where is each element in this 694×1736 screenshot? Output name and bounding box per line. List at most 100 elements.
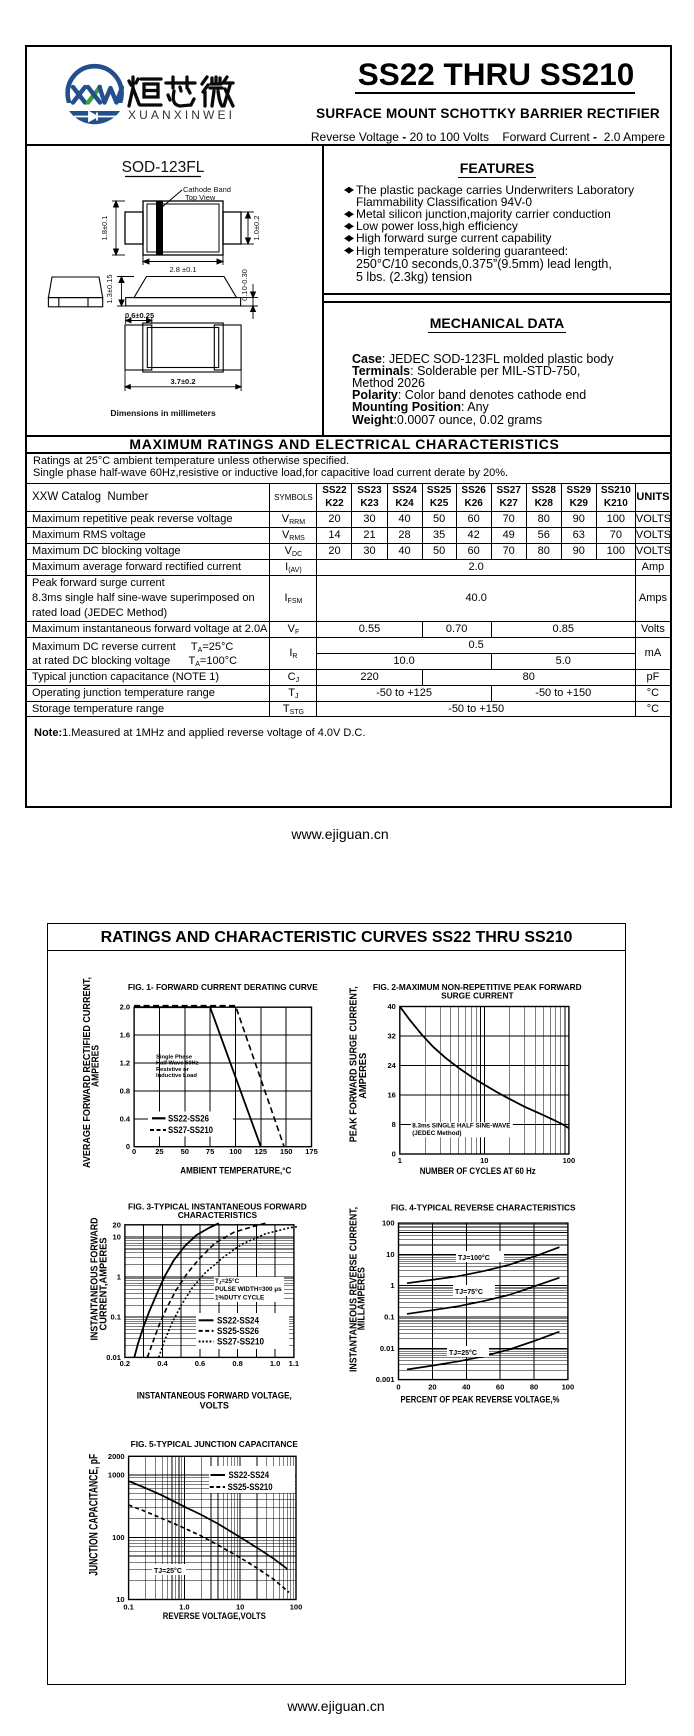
svg-text:150: 150 bbox=[280, 1147, 293, 1156]
svg-text:TJ=25°C: TJ=25°C bbox=[449, 1349, 477, 1357]
svg-text:1%DUTY CYCLE: 1%DUTY CYCLE bbox=[215, 1294, 264, 1301]
svg-text:Inductive Load: Inductive Load bbox=[156, 1073, 197, 1079]
svg-text:100: 100 bbox=[562, 1383, 575, 1392]
svg-text:FIG. 3-TYPICAL INSTANTANEOUS F: FIG. 3-TYPICAL INSTANTANEOUS FORWARD bbox=[128, 1202, 307, 1212]
svg-text:3.7±0.2: 3.7±0.2 bbox=[171, 377, 196, 386]
svg-text:2.0: 2.0 bbox=[120, 1003, 130, 1012]
svg-text:75: 75 bbox=[206, 1147, 214, 1156]
svg-text:0.4: 0.4 bbox=[157, 1359, 168, 1368]
svg-text:8: 8 bbox=[392, 1120, 396, 1129]
svg-text:0.001: 0.001 bbox=[376, 1375, 395, 1384]
svg-text:SS22-SS24: SS22-SS24 bbox=[217, 1316, 259, 1326]
svg-text:10: 10 bbox=[480, 1156, 488, 1165]
svg-text:AMPERES: AMPERES bbox=[91, 1045, 102, 1087]
svg-text:100: 100 bbox=[290, 1603, 303, 1612]
svg-text:TJ=100°C: TJ=100°C bbox=[458, 1254, 490, 1262]
svg-text:TJ=25°C: TJ=25°C bbox=[215, 1277, 240, 1285]
svg-text:(JEDEC Method): (JEDEC Method) bbox=[412, 1130, 461, 1137]
svg-text:0.6±0.25: 0.6±0.25 bbox=[125, 311, 154, 320]
svg-text:AVERAGE FORWARD RECTIFIED CURR: AVERAGE FORWARD RECTIFIED CURRENT, bbox=[82, 977, 93, 1168]
svg-text:CURRENT,AMPERES: CURRENT,AMPERES bbox=[99, 1237, 110, 1330]
svg-text:XUANXINWEI: XUANXINWEI bbox=[128, 108, 235, 122]
svg-text:SS25-SS26: SS25-SS26 bbox=[217, 1326, 259, 1336]
svg-text:FIG. 5-TYPICAL JUNCTION CAPACI: FIG. 5-TYPICAL JUNCTION CAPACITANCE bbox=[131, 1439, 299, 1449]
svg-text:10: 10 bbox=[116, 1595, 124, 1604]
svg-text:10: 10 bbox=[236, 1603, 244, 1612]
svg-text:0.6: 0.6 bbox=[195, 1359, 205, 1368]
svg-text:40: 40 bbox=[387, 1002, 395, 1011]
svg-text:0.8: 0.8 bbox=[232, 1359, 242, 1368]
svg-text:Top View: Top View bbox=[185, 193, 216, 202]
svg-text:8.3ms SINGLE HALF SINE-WAVE: 8.3ms SINGLE HALF SINE-WAVE bbox=[412, 1122, 510, 1129]
svg-text:80: 80 bbox=[530, 1383, 538, 1392]
svg-text:0.8: 0.8 bbox=[120, 1086, 130, 1095]
svg-text:1.3±0.15: 1.3±0.15 bbox=[105, 274, 114, 303]
svg-text:SOD-123FL: SOD-123FL bbox=[122, 159, 205, 176]
svg-text:INSTANTANEOUS REVERSE CURRENT,: INSTANTANEOUS REVERSE CURRENT, bbox=[348, 1207, 359, 1372]
svg-text:1.2: 1.2 bbox=[120, 1059, 130, 1068]
svg-text:SS22-SS26: SS22-SS26 bbox=[168, 1114, 209, 1124]
svg-text:AMBIENT TEMPERATURE,°C: AMBIENT TEMPERATURE,°C bbox=[180, 1166, 291, 1176]
svg-text:100: 100 bbox=[382, 1219, 395, 1228]
svg-text:TJ=25°C: TJ=25°C bbox=[154, 1567, 182, 1575]
svg-text:125: 125 bbox=[255, 1147, 268, 1156]
svg-text:24: 24 bbox=[387, 1061, 396, 1070]
svg-text:0: 0 bbox=[126, 1142, 130, 1151]
svg-text:Dimensions in millimeters: Dimensions in millimeters bbox=[110, 408, 216, 418]
svg-text:MILLAMPERES: MILLAMPERES bbox=[357, 1267, 368, 1330]
svg-text:10: 10 bbox=[386, 1250, 394, 1259]
svg-text:0.01: 0.01 bbox=[380, 1344, 395, 1353]
svg-text:0: 0 bbox=[392, 1150, 396, 1159]
svg-text:2.8 ±0.1: 2.8 ±0.1 bbox=[169, 265, 196, 274]
svg-text:SS22-SS24: SS22-SS24 bbox=[229, 1470, 270, 1480]
svg-text:1.0: 1.0 bbox=[179, 1603, 189, 1612]
svg-text:SS25-SS210: SS25-SS210 bbox=[228, 1482, 273, 1492]
svg-text:PERCENT OF PEAK REVERSE VOLTAG: PERCENT OF PEAK REVERSE VOLTAGE,% bbox=[401, 1394, 560, 1404]
svg-text:1.0: 1.0 bbox=[270, 1359, 280, 1368]
svg-text:JUNCTION CAPACITANCE, pF: JUNCTION CAPACITANCE, pF bbox=[87, 1454, 101, 1576]
svg-text:1000: 1000 bbox=[108, 1471, 125, 1480]
svg-text:REVERSE VOLTAGE,VOLTS: REVERSE VOLTAGE,VOLTS bbox=[163, 1611, 266, 1621]
svg-text:0.10-0.30: 0.10-0.30 bbox=[240, 269, 249, 301]
svg-text:SS27-SS210: SS27-SS210 bbox=[217, 1337, 264, 1347]
svg-text:20: 20 bbox=[428, 1383, 436, 1392]
svg-text:60: 60 bbox=[496, 1383, 504, 1392]
svg-text:0.4: 0.4 bbox=[120, 1114, 131, 1123]
svg-text:NUMBER OF CYCLES AT 60 Hz: NUMBER OF CYCLES AT 60 Hz bbox=[420, 1166, 536, 1176]
svg-text:CHARACTERISTICS: CHARACTERISTICS bbox=[178, 1210, 258, 1220]
svg-text:100: 100 bbox=[112, 1533, 125, 1542]
svg-text:100: 100 bbox=[563, 1156, 576, 1165]
svg-text:0.1: 0.1 bbox=[110, 1313, 120, 1322]
svg-text:FIG. 1- FORWARD CURRENT DERATI: FIG. 1- FORWARD CURRENT DERATING CURVE bbox=[128, 982, 318, 992]
svg-text:50: 50 bbox=[181, 1147, 189, 1156]
svg-text:0.1: 0.1 bbox=[123, 1603, 133, 1612]
svg-text:Resistive or: Resistive or bbox=[156, 1067, 190, 1073]
svg-text:1: 1 bbox=[390, 1281, 394, 1290]
svg-text:1.1: 1.1 bbox=[289, 1359, 299, 1368]
svg-text:100: 100 bbox=[229, 1147, 242, 1156]
svg-text:0.2: 0.2 bbox=[120, 1359, 130, 1368]
svg-text:40: 40 bbox=[462, 1383, 470, 1392]
svg-text:175: 175 bbox=[305, 1147, 318, 1156]
svg-text:AMPERES: AMPERES bbox=[358, 1052, 369, 1098]
svg-text:Single Phase: Single Phase bbox=[156, 1055, 193, 1061]
svg-text:0.01: 0.01 bbox=[106, 1353, 121, 1362]
svg-text:FIG. 4-TYPICAL REVERSE CHARACT: FIG. 4-TYPICAL REVERSE CHARACTERISTICS bbox=[391, 1202, 576, 1212]
svg-text:0.1: 0.1 bbox=[384, 1313, 394, 1322]
svg-text:TJ=75°C: TJ=75°C bbox=[455, 1288, 483, 1296]
svg-text:32: 32 bbox=[387, 1032, 395, 1041]
svg-text:0: 0 bbox=[396, 1383, 400, 1392]
svg-text:2000: 2000 bbox=[108, 1452, 125, 1461]
svg-text:1: 1 bbox=[398, 1156, 402, 1165]
svg-text:INSTANTANEOUS FORWARD: INSTANTANEOUS FORWARD bbox=[90, 1218, 101, 1341]
svg-text:PULSE WIDTH=300 μs: PULSE WIDTH=300 μs bbox=[215, 1286, 282, 1293]
svg-text:25: 25 bbox=[155, 1147, 163, 1156]
svg-text:Half Wave 60Hz: Half Wave 60Hz bbox=[156, 1061, 199, 1067]
svg-text:10: 10 bbox=[113, 1232, 121, 1241]
svg-text:16: 16 bbox=[387, 1091, 395, 1100]
svg-text:PEAK FORWARD SURGE CURRENT,: PEAK FORWARD SURGE CURRENT, bbox=[349, 986, 360, 1142]
svg-text:SS27-SS210: SS27-SS210 bbox=[168, 1125, 213, 1135]
svg-text:1.6: 1.6 bbox=[120, 1031, 130, 1040]
svg-text:VOLTS: VOLTS bbox=[200, 1400, 229, 1410]
svg-text:1.0±0.2: 1.0±0.2 bbox=[252, 216, 261, 241]
